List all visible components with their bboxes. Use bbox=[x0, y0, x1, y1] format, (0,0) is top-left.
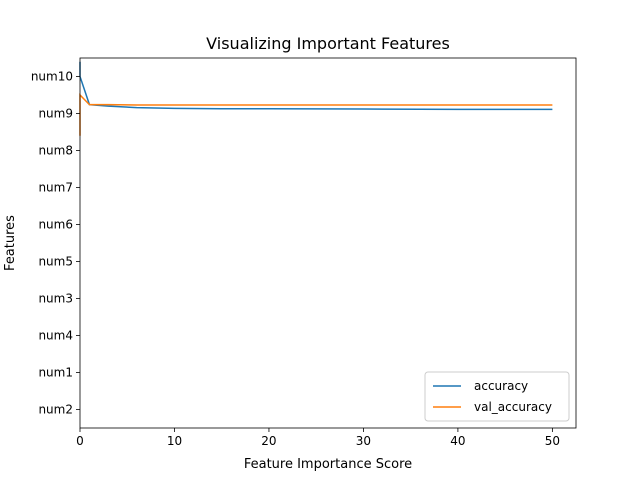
y-tick-label: num2 bbox=[38, 403, 73, 417]
chart-title: Visualizing Important Features bbox=[206, 34, 450, 53]
x-axis-ticks: 0 10 20 30 40 50 bbox=[76, 428, 560, 448]
y-tick-label: num7 bbox=[38, 181, 73, 195]
x-tick-label: 30 bbox=[356, 434, 371, 448]
legend-box bbox=[424, 371, 570, 422]
legend-label-accuracy: accuracy bbox=[474, 379, 528, 393]
y-tick-label: num3 bbox=[38, 292, 73, 306]
legend: accuracy val_accuracy bbox=[424, 371, 570, 422]
x-tick-label: 50 bbox=[545, 434, 560, 448]
legend-label-val_accuracy: val_accuracy bbox=[474, 400, 552, 414]
y-tick-label: num5 bbox=[38, 255, 73, 269]
series-line-accuracy bbox=[79, 61, 553, 111]
plot-area: 0 10 20 30 40 50 num2 num1 num4 num3 num5 num6 num7… bbox=[31, 57, 577, 448]
series-line-val_accuracy bbox=[79, 93, 553, 136]
x-tick-label: 40 bbox=[450, 434, 465, 448]
x-tick-label: 20 bbox=[261, 434, 276, 448]
legend-items: accuracy val_accuracy bbox=[433, 379, 552, 414]
y-axis-label: Features bbox=[3, 215, 18, 271]
axes-frame bbox=[79, 57, 577, 429]
x-tick-label: 10 bbox=[167, 434, 182, 448]
x-axis-label: Feature Importance Score bbox=[244, 457, 412, 472]
axes-background bbox=[80, 58, 576, 428]
series-lines bbox=[79, 61, 553, 136]
y-tick-label: num10 bbox=[31, 70, 73, 84]
y-tick-label: num6 bbox=[38, 218, 73, 232]
y-tick-label: num1 bbox=[38, 366, 73, 380]
x-tick-label: 0 bbox=[76, 434, 84, 448]
y-axis-ticks: num2 num1 num4 num3 num5 num6 num7 num8 num9 num1… bbox=[31, 70, 80, 417]
y-tick-label: num9 bbox=[38, 107, 73, 121]
y-tick-label: num8 bbox=[38, 144, 73, 158]
y-tick-label: num4 bbox=[38, 329, 73, 343]
